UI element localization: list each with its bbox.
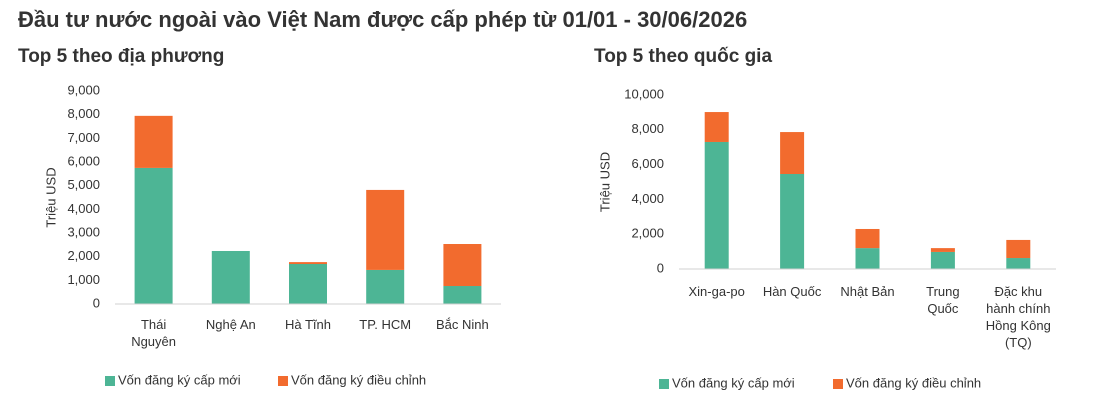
bar-segment	[930, 248, 955, 252]
legend-label: Vốn đăng ký điều chỉnh	[846, 375, 981, 390]
bar-segment	[443, 244, 482, 287]
chart-subtitle: Top 5 theo quốc gia	[594, 46, 772, 67]
x-tick-label: Trung Quốc	[926, 284, 960, 316]
bar-segment	[704, 141, 729, 269]
bar-segment	[289, 264, 327, 304]
bar-segment	[134, 115, 173, 168]
x-tick-label: Hàn Quốc	[762, 284, 822, 299]
y-tick-label: 2,000	[67, 248, 100, 263]
y-tick-label: 8,000	[631, 121, 664, 136]
bar-segment	[289, 262, 327, 265]
legend-label: Vốn đăng ký cấp mới	[672, 375, 795, 390]
y-axis-label: Triệu USD	[597, 152, 612, 212]
y-tick-label: 6,000	[67, 153, 100, 168]
y-tick-label: 9,000	[67, 82, 100, 97]
y-tick-label: 8,000	[67, 106, 100, 121]
x-tick-label: Nghệ An	[205, 317, 256, 332]
y-tick-label: 1,000	[67, 272, 100, 287]
x-tick-label: TP. HCM	[359, 317, 412, 332]
legend-label: Vốn đăng ký cấp mới	[118, 372, 241, 387]
bar-segment	[134, 167, 173, 304]
bar-segment	[855, 228, 880, 249]
legend-swatch	[278, 376, 288, 386]
page-title: Đầu tư nước ngoài vào Việt Nam được cấp …	[18, 7, 747, 32]
y-tick-label: 3,000	[67, 224, 100, 239]
legend-swatch	[105, 376, 115, 386]
bar-segment	[1006, 239, 1031, 259]
bar-segment	[366, 189, 405, 270]
bar-segment	[443, 286, 482, 304]
x-tick-label: Bắc Ninh	[436, 317, 489, 332]
y-tick-label: 10,000	[624, 86, 664, 101]
x-tick-label: Thái Nguyên	[131, 317, 176, 349]
bar-segment	[211, 250, 250, 304]
bar-segment	[780, 173, 805, 269]
bar-segment	[855, 248, 880, 269]
x-tick-label: Nhật Bản	[840, 284, 895, 299]
y-tick-label: 4,000	[631, 191, 664, 206]
bar-segment	[704, 112, 729, 142]
x-tick-label: Xin-ga-po	[688, 284, 745, 299]
y-tick-label: 7,000	[67, 130, 100, 145]
y-tick-label: 4,000	[67, 201, 100, 216]
bar-segment	[366, 269, 405, 304]
legend-swatch	[659, 379, 669, 389]
y-tick-label: 2,000	[631, 226, 664, 241]
chart-subtitle: Top 5 theo địa phương	[18, 46, 224, 67]
bar-segment	[1006, 258, 1031, 269]
x-tick-label: Đặc khu hành chính Hồng Kông (TQ)	[985, 284, 1051, 350]
y-tick-label: 6,000	[631, 156, 664, 171]
y-axis-label: Triệu USD	[43, 167, 58, 227]
y-tick-label: 5,000	[67, 177, 100, 192]
bar-segment	[930, 251, 955, 269]
legend-label: Vốn đăng ký điều chỉnh	[291, 372, 426, 387]
x-tick-label: Hà Tĩnh	[284, 317, 331, 332]
bar-segment	[780, 132, 805, 174]
y-tick-label: 0	[657, 260, 664, 275]
legend-swatch	[833, 379, 843, 389]
y-tick-label: 0	[93, 295, 100, 310]
